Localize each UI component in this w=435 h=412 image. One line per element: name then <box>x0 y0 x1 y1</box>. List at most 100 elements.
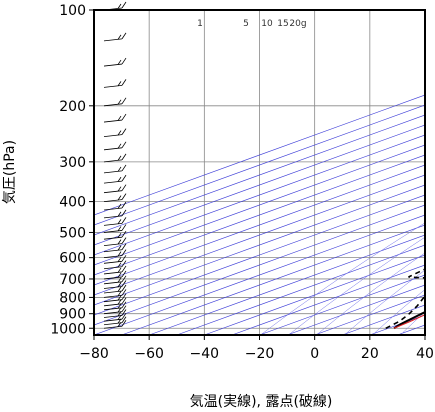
wind-barb <box>103 57 127 67</box>
y-tick-label: 500 <box>59 225 86 241</box>
wind-barb-flag <box>117 203 122 209</box>
mixing-ratio-label: 1 <box>197 19 203 29</box>
x-axis-title: 気温(実線), 露点(破線) <box>190 394 333 410</box>
wind-barb-flag <box>121 164 127 172</box>
wind-barb-flag <box>117 307 122 313</box>
wind-barb-flag <box>121 1 127 9</box>
wind-barb <box>103 217 127 226</box>
wind-barb-shaft <box>103 249 123 253</box>
wind-barb-shaft <box>103 286 123 289</box>
wind-barb-flag <box>117 286 122 292</box>
wind-barb-flag <box>121 153 127 161</box>
wind-barb-flag <box>117 303 122 309</box>
y-tick-label: 600 <box>59 251 86 267</box>
wind-barb-flag <box>117 277 122 283</box>
y-tick-label: 400 <box>59 195 86 211</box>
wind-barb-shaft <box>103 243 123 247</box>
wind-barb-shaft <box>103 266 123 270</box>
mixing-ratio-labels: 1 5 10 15 20g <box>197 19 306 29</box>
isotherm-line <box>286 284 425 335</box>
wind-barb-flag <box>121 301 127 309</box>
wind-barb-shaft <box>103 63 123 67</box>
wind-barb-flag <box>117 59 122 65</box>
dewpoint-line <box>385 268 425 330</box>
wind-barb-flag <box>117 291 122 297</box>
isotherm-line <box>231 264 425 335</box>
mixing-ratio-label: 5 <box>243 19 249 29</box>
isotherm-line <box>314 294 425 335</box>
wind-barb <box>103 113 127 123</box>
wind-barb-flag <box>121 113 127 121</box>
dry-adiabat-line <box>428 10 435 335</box>
wind-barb <box>103 297 127 307</box>
wind-barb <box>103 224 127 233</box>
isotherm-line <box>94 194 425 316</box>
wind-barb <box>103 289 127 298</box>
wind-barb-flag <box>117 81 122 87</box>
x-tick-label: 20 <box>361 346 379 362</box>
wind-barb-flag <box>121 316 127 323</box>
y-axis-title: 気圧(hPa) <box>2 140 18 204</box>
wind-barb-flag <box>117 272 122 278</box>
x-axis-ticks: −80 −60 −40 −20 0 20 40 <box>79 335 434 362</box>
wind-barb-shaft <box>103 38 123 42</box>
isotherm-line <box>94 114 425 236</box>
wind-barb <box>103 128 127 138</box>
wind-barb-shaft <box>103 290 123 294</box>
wind-barb-flag <box>117 239 122 245</box>
wind-barb <box>103 270 127 280</box>
wind-barb-shaft <box>103 311 123 315</box>
isotherm-line <box>94 104 425 226</box>
wind-barb-flag <box>117 295 122 301</box>
wind-barb <box>103 209 127 219</box>
wind-barb <box>103 193 127 203</box>
wind-barb <box>103 32 127 42</box>
wind-barb <box>103 280 127 289</box>
wind-barb-shaft <box>103 159 123 163</box>
wind-barb-shaft <box>103 318 123 322</box>
wind-barb-shaft <box>103 271 123 275</box>
wind-barb-flag <box>117 3 122 9</box>
wind-barb-flag <box>117 282 122 288</box>
wind-barb <box>103 305 127 315</box>
wind-barb-shaft <box>103 276 123 280</box>
isotherms <box>94 94 425 335</box>
wind-barb-flag <box>121 97 127 105</box>
wind-barb-flag <box>121 293 127 300</box>
wind-barb-shaft <box>103 322 123 326</box>
wind-barb-flag <box>121 249 127 256</box>
wind-barb-shaft <box>103 147 123 151</box>
wind-barb-shaft <box>103 303 123 307</box>
pressure-gridlines <box>93 9 426 335</box>
wind-barb-shaft <box>103 215 123 219</box>
dry-adiabats <box>260 10 435 335</box>
wind-barb-shaft <box>103 134 123 138</box>
wind-barb-flag <box>121 201 127 209</box>
wind-barb-flag <box>121 255 127 262</box>
isotherm-line <box>94 174 425 296</box>
wind-barb <box>103 249 127 259</box>
isotherm-line <box>94 144 425 266</box>
y-tick-label: 100 <box>59 3 86 19</box>
isotherm-line <box>204 254 425 335</box>
wind-barb <box>103 284 127 294</box>
wind-barb-shaft <box>103 180 123 184</box>
wind-barb <box>103 1 127 11</box>
wind-barb-flag <box>117 267 122 273</box>
wind-barb-flag <box>121 275 127 283</box>
wind-barb <box>103 275 127 285</box>
mixing-ratio-label: 15 <box>277 19 288 29</box>
wind-barb <box>103 79 127 88</box>
wind-barb-flag <box>121 265 127 273</box>
dry-adiabat-line <box>288 236 425 335</box>
isotherm-line <box>176 244 425 335</box>
isotherm-line <box>397 324 425 335</box>
x-tick-label: −20 <box>245 346 275 362</box>
wind-barb <box>103 237 127 247</box>
mixing-ratio-label: 20g <box>289 19 306 29</box>
wind-barb-flag <box>117 226 122 232</box>
dry-adiabat-line <box>316 252 425 335</box>
wind-barb-flag <box>117 219 122 225</box>
wind-barb-shaft <box>103 281 123 285</box>
